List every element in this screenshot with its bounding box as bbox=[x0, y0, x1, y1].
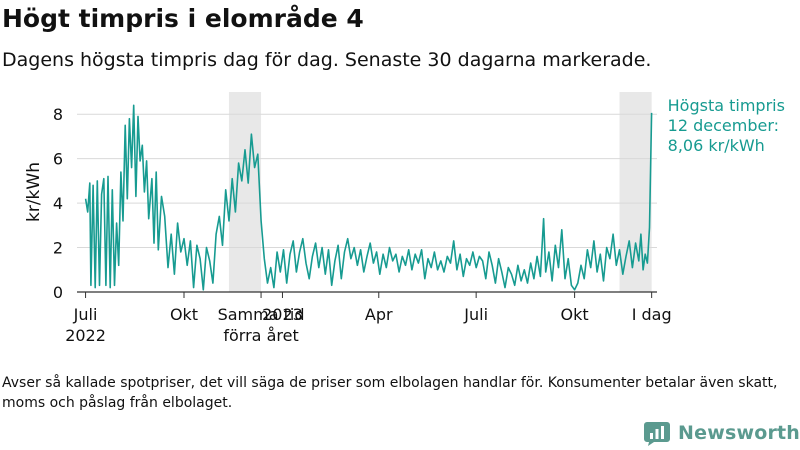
x-tick-1-label: Okt bbox=[170, 305, 198, 324]
chart-subtitle: Dagens högsta timpris dag för dag. Senas… bbox=[2, 49, 652, 71]
x-tick-4-label: Juli bbox=[463, 305, 488, 324]
y-tick-label-6: 6 bbox=[53, 150, 63, 169]
y-tick-label-2: 2 bbox=[53, 239, 63, 258]
annotation-label: Högsta timpris 12 december: 8,06 kr/kWh bbox=[668, 96, 785, 155]
y-axis-label: kr/kWh bbox=[24, 162, 44, 222]
brand-logo: Newsworthy bbox=[644, 420, 800, 446]
y-tick-label-4: 4 bbox=[53, 194, 63, 213]
x-extra-tick-0-label: Samma tid förra året bbox=[218, 305, 305, 345]
series-line bbox=[84, 104, 653, 291]
highlight-band-0 bbox=[228, 92, 262, 292]
line-chart: 0 2 4 6 8 kr/kWh Juli 2022 Okt 2023 Apr Juli Okt Samm… bbox=[24, 92, 785, 345]
footnote: Avser så kallade spotpriser, det vill sä… bbox=[2, 375, 778, 411]
y-tick-label-8: 8 bbox=[53, 105, 63, 124]
x-tick-3-label: Apr bbox=[365, 305, 393, 324]
y-tick-label-0: 0 bbox=[53, 283, 63, 302]
x-tick-5-label: Okt bbox=[561, 305, 589, 324]
chart-title: Högt timpris i elområde 4 bbox=[2, 4, 364, 33]
brand-name: Newsworthy bbox=[678, 422, 800, 444]
x-extra-tick-1-label: I dag bbox=[632, 305, 672, 324]
x-tick-0-label: Juli 2022 bbox=[65, 305, 106, 345]
newsworthy-logo-icon bbox=[644, 422, 670, 446]
x-tick-2-label: 2023 bbox=[262, 305, 303, 324]
